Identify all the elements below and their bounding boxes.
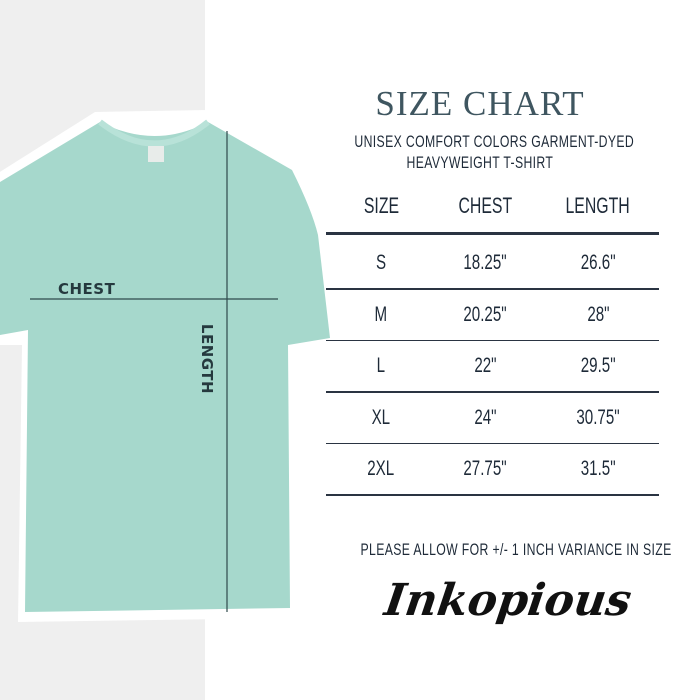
cell-text: S — [375, 251, 387, 274]
variance-note: PLEASE ALLOW FOR +/- 1 INCH VARIANCE IN … — [300, 540, 680, 560]
cell-text: 30.75" — [576, 405, 620, 429]
cell-text: XL — [371, 405, 391, 429]
cell-length: 29.5" — [528, 354, 668, 378]
cell-length: 26.6" — [528, 251, 668, 275]
tshirt-body — [0, 122, 330, 612]
row-divider — [326, 391, 659, 393]
header-text: LENGTH — [565, 193, 631, 218]
row-divider — [326, 494, 659, 496]
cell-size: XL — [311, 406, 451, 430]
cell-text: 18.25" — [463, 251, 507, 274]
cell-text: 26.6" — [580, 251, 616, 274]
cell-text: 28" — [586, 302, 610, 326]
row-divider — [326, 442, 659, 444]
cell-chest: 18.25" — [415, 251, 555, 275]
cell-text: 27.75" — [463, 457, 507, 480]
cell-text: 2XL — [367, 457, 395, 480]
header-text: CHEST — [458, 193, 512, 218]
subtitle-text: UNISEX COMFORT COLORS GARMENT-DYED — [354, 132, 635, 151]
cell-length: 31.5" — [528, 457, 668, 481]
tshirt-image — [0, 110, 338, 622]
header-text: SIZE — [363, 193, 399, 218]
note-text: PLEASE ALLOW FOR +/- 1 INCH VARIANCE IN … — [360, 540, 672, 559]
cell-text: 31.5" — [580, 457, 616, 480]
cell-size: L — [311, 354, 451, 378]
chest-label: CHEST — [58, 280, 116, 298]
header-divider — [326, 232, 659, 235]
cell-chest: 22" — [415, 354, 555, 378]
cell-length: 30.75" — [528, 406, 668, 430]
length-label: LENGTH — [198, 323, 217, 395]
cell-size: M — [311, 303, 451, 327]
cell-text: 24" — [473, 405, 497, 429]
cell-size: 2XL — [311, 457, 451, 481]
cell-length: 28" — [528, 303, 668, 327]
cell-size: S — [311, 251, 451, 275]
subtitle-text: HEAVYWEIGHT T-SHIRT — [406, 153, 554, 172]
cell-chest: 24" — [415, 406, 555, 430]
cell-chest: 20.25" — [415, 303, 555, 327]
header-length: LENGTH — [528, 193, 668, 219]
cell-text: 29.5" — [580, 354, 616, 377]
cell-chest: 27.75" — [415, 457, 555, 481]
cell-text: 22" — [473, 354, 497, 377]
tshirt-collar — [98, 119, 210, 147]
subtitle-line-2: HEAVYWEIGHT T-SHIRT — [300, 153, 660, 173]
tshirt-tag — [148, 146, 164, 162]
row-divider — [326, 339, 659, 341]
cell-text: 20.25" — [463, 302, 507, 326]
brand-logo: Inkopious — [381, 575, 635, 626]
subtitle-line-1: UNISEX COMFORT COLORS GARMENT-DYED — [300, 132, 660, 152]
header-chest: CHEST — [415, 193, 555, 219]
row-divider — [326, 288, 659, 290]
cell-text: L — [376, 354, 386, 377]
page-title: SIZE CHART — [375, 84, 585, 123]
header-size: SIZE — [311, 193, 451, 219]
cell-text: M — [374, 302, 388, 326]
